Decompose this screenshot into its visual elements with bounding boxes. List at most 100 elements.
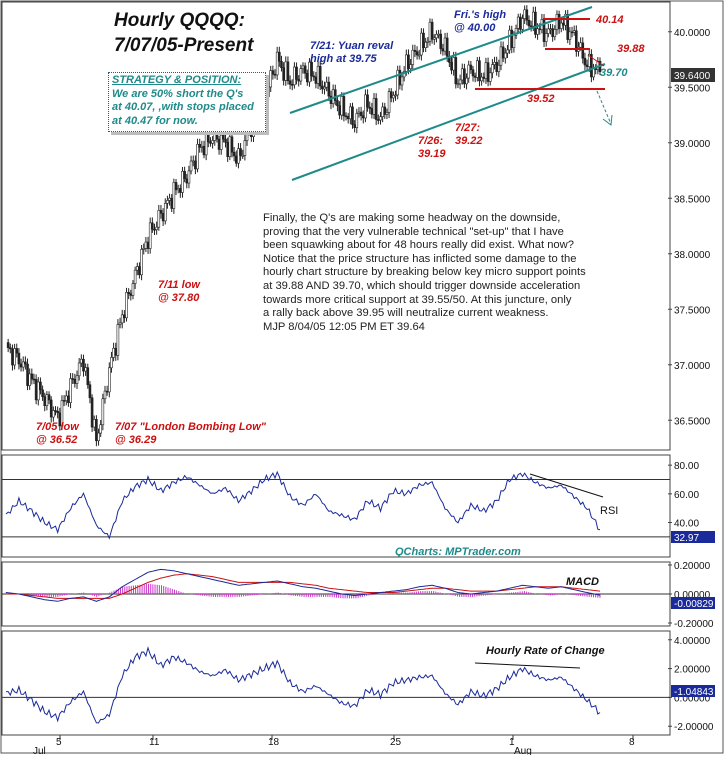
candle-body <box>349 106 352 120</box>
candle-body <box>424 41 427 48</box>
strategy-heading: STRATEGY & POSITION: <box>112 74 242 86</box>
candle-body <box>250 131 253 137</box>
candle-body <box>516 16 520 29</box>
candle-body <box>357 111 361 114</box>
candle-body <box>394 94 397 97</box>
indicator-tick-label: -2.00000 <box>674 722 714 733</box>
candle-body <box>473 75 477 78</box>
candle-body <box>62 400 66 402</box>
candle-body <box>488 72 492 82</box>
macd-histogram <box>5 583 601 599</box>
candle-body <box>101 398 105 426</box>
candle-body <box>499 46 503 66</box>
price-candles <box>6 5 602 447</box>
candle-body <box>187 170 191 184</box>
indicator-tick-label: 4.00000 <box>674 636 711 647</box>
candle-body <box>140 249 143 276</box>
candle-body <box>30 373 34 380</box>
candle-body <box>445 37 449 57</box>
candle-body <box>575 30 578 52</box>
candle-body <box>11 348 14 366</box>
chart-title-line1: Hourly QQQQ: <box>114 10 245 31</box>
candle-body <box>514 28 518 36</box>
month-label: Jul <box>33 746 46 755</box>
candle-body <box>275 51 279 76</box>
candle-body <box>562 22 565 26</box>
candle-body <box>374 98 378 120</box>
price-axis: 36.5000 37.0000 37.5000 38.0000 38.5000 39.00… <box>668 28 711 427</box>
roc-divergence-line <box>474 662 581 669</box>
candle-body <box>194 160 197 170</box>
candle-body <box>420 32 423 56</box>
annotation-711-low-2: @ 37.80 <box>158 292 200 304</box>
candle-body <box>237 148 240 164</box>
candle-body <box>105 390 109 393</box>
candle-body <box>405 54 408 72</box>
candle-body <box>346 116 350 120</box>
candle-body <box>428 21 432 42</box>
candle-body <box>142 248 146 250</box>
candle-body <box>422 32 425 48</box>
commentary-line: proving that the very vulnerable technic… <box>263 225 564 238</box>
strategy-line: We are 50% short the Q's <box>112 87 244 100</box>
candle-body <box>570 31 574 34</box>
indicator-tick-label: 60.00 <box>674 490 699 501</box>
candle-body <box>338 105 341 116</box>
candle-body <box>183 170 186 180</box>
candle-body <box>103 390 107 400</box>
candle-body <box>24 361 27 365</box>
candle-body <box>243 140 247 156</box>
candle-body <box>77 362 81 377</box>
candle-body <box>69 378 72 403</box>
candle-body <box>90 397 94 428</box>
candle-body <box>478 60 481 82</box>
candle-body <box>460 68 464 81</box>
roc-line <box>6 646 601 724</box>
strategy-line: at 40.47 for now. <box>112 114 198 127</box>
candle-body <box>84 367 87 372</box>
candle-body <box>519 16 522 30</box>
candle-body <box>222 134 225 140</box>
candle-body <box>217 138 221 150</box>
macd-last-value: -0.00829 <box>674 599 714 610</box>
annotation-3970: 39.70 <box>600 67 628 79</box>
candle-body <box>118 322 122 325</box>
annotation-fri-high-2: @ 40.00 <box>454 22 496 34</box>
commentary-line: Finally, the Q's are making some headway… <box>263 212 561 224</box>
candle-body <box>6 342 10 348</box>
x-tick-label: 11 <box>149 737 160 748</box>
candle-body <box>385 112 389 115</box>
credit-label: QCharts: MPTrader.com <box>395 546 521 558</box>
chart-title-line2: 7/07/05-Present <box>114 35 254 56</box>
candle-body <box>501 46 505 59</box>
candle-body <box>9 347 12 350</box>
candle-body <box>392 95 395 99</box>
candle-body <box>92 419 96 428</box>
candle-body <box>189 160 193 172</box>
candle-body <box>67 395 70 403</box>
candle-body <box>43 396 47 406</box>
candle-body <box>196 143 199 170</box>
candle-body <box>471 69 475 77</box>
candle-body <box>538 28 542 31</box>
candle-body <box>211 140 214 144</box>
candle-body <box>49 399 53 418</box>
candle-body <box>458 79 462 85</box>
candle-body <box>228 136 232 157</box>
annotation-705-low-1: 7/05 low <box>36 421 80 433</box>
candle-body <box>549 28 552 31</box>
x-tick-label: 25 <box>390 737 402 748</box>
candle-body <box>224 138 227 143</box>
candle-body <box>41 389 44 397</box>
candle-body <box>271 70 275 75</box>
candle-body <box>527 19 531 27</box>
candle-body <box>508 29 511 51</box>
candle-body <box>557 13 561 29</box>
candle-body <box>476 60 479 78</box>
candle-body <box>179 188 182 193</box>
month-label: Aug <box>514 746 532 755</box>
candle-body <box>34 379 38 401</box>
candle-body <box>269 70 273 88</box>
candle-body <box>157 210 161 228</box>
